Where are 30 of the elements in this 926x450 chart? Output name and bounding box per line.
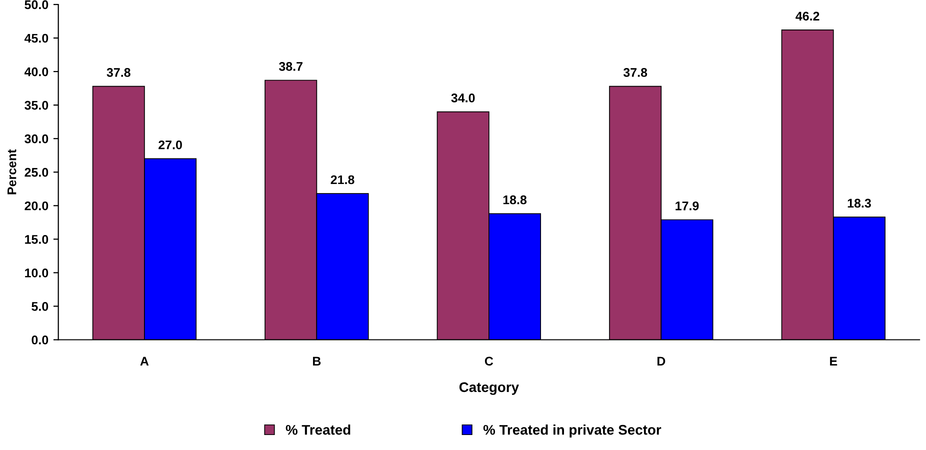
y-tick-label: 0.0: [32, 336, 48, 344]
x-tick-label: E: [830, 356, 838, 366]
data-label: 18.3: [848, 198, 871, 208]
x-tick-label: A: [140, 356, 149, 366]
data-label: 18.8: [503, 195, 527, 204]
legend-label: % Treated: [286, 424, 350, 435]
y-tick-label: 25.0: [24, 168, 48, 177]
data-label: 21.8: [330, 175, 354, 184]
x-axis-title: Category: [459, 382, 519, 395]
y-tick-label: 20.0: [24, 201, 48, 210]
x-tick-label: D: [657, 356, 666, 366]
legend-label: % Treated in private Sector: [483, 424, 662, 438]
y-axis-title: Percent: [8, 149, 16, 194]
y-tick-label: 30.0: [24, 134, 48, 144]
y-tick-label: 40.0: [24, 67, 48, 76]
data-label: 37.8: [623, 68, 648, 77]
y-tick-label: 35.0: [24, 100, 48, 110]
data-label: 17.9: [676, 201, 699, 210]
y-tick-label: 50.0: [24, 0, 48, 10]
data-label: 27.0: [158, 140, 182, 150]
data-label: 34.0: [451, 94, 475, 102]
y-tick-label: 15.0: [25, 234, 48, 244]
y-tick-label: 5.0: [32, 302, 48, 311]
x-tick-label: B: [313, 356, 321, 366]
data-label: 38.7: [278, 62, 302, 71]
y-tick-label: 10.0: [25, 268, 48, 278]
x-tick-label: C: [484, 356, 494, 366]
y-tick-label: 45.0: [24, 34, 48, 43]
data-label: 37.8: [106, 68, 130, 77]
data-label: 46.2: [796, 12, 820, 21]
